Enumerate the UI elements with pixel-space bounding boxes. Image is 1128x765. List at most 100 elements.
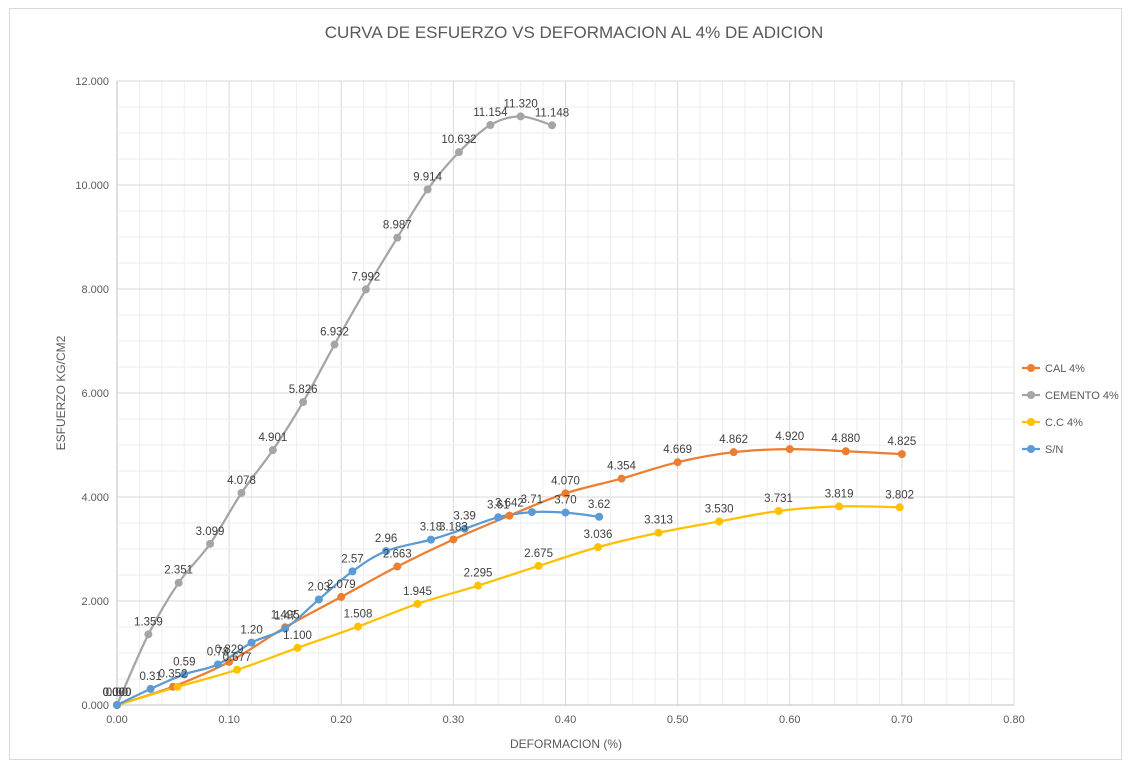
data-point-cemento-4 [206, 540, 214, 548]
data-point-c-c-4 [354, 623, 362, 631]
data-label-cemento-4: 4.078 [227, 475, 256, 487]
data-label-c-c-4: 3.313 [644, 515, 673, 527]
legend-marker [1027, 445, 1035, 453]
data-label-cal-4: 4.669 [663, 444, 692, 456]
x-tick-label: 0.70 [891, 714, 912, 726]
data-label-cemento-4: 3.099 [196, 526, 225, 538]
data-label-cemento-4: 4.901 [258, 432, 287, 444]
data-labels: 0.000 0.352 0.829 1.495 2.079 2.663 3.183 3.642… [103, 98, 917, 699]
data-label-cemento-4: 1.359 [134, 616, 163, 628]
y-tick-label: 10.000 [75, 180, 109, 192]
data-point-c-c-4 [775, 507, 783, 515]
legend-marker [1027, 418, 1035, 426]
data-label-s-n: 2.57 [341, 553, 363, 565]
data-point-cemento-4 [517, 112, 525, 120]
data-point-s-n [595, 513, 603, 521]
data-label-c-c-4: 1.945 [403, 586, 432, 598]
y-tick-label: 2.000 [81, 596, 109, 608]
data-label-c-c-4: 2.675 [524, 548, 553, 560]
data-point-cal-4 [730, 448, 738, 456]
data-label-s-n: 0.00 [106, 687, 128, 699]
data-label-cemento-4: 7.992 [352, 271, 381, 283]
data-label-cemento-4: 8.987 [383, 220, 412, 232]
data-label-s-n: 3.62 [588, 499, 610, 511]
data-point-cemento-4 [548, 121, 556, 129]
data-label-c-c-4: 3.530 [705, 503, 734, 515]
series-points [113, 112, 906, 709]
data-point-cal-4 [898, 450, 906, 458]
data-point-s-n [494, 513, 502, 521]
data-label-s-n: 3.71 [521, 494, 543, 506]
x-tick-label: 0.30 [443, 714, 464, 726]
data-point-cemento-4 [331, 341, 339, 349]
data-label-cal-4: 4.920 [775, 431, 804, 443]
data-point-s-n [528, 508, 536, 516]
y-tick-label: 6.000 [81, 388, 109, 400]
data-point-c-c-4 [835, 502, 843, 510]
data-point-cemento-4 [424, 185, 432, 193]
y-axis-label: ESFUERZO KG/CM2 [54, 335, 68, 450]
legend-marker [1027, 391, 1035, 399]
data-point-c-c-4 [655, 529, 663, 537]
data-point-c-c-4 [896, 503, 904, 511]
data-label-cemento-4: 10.632 [441, 134, 476, 146]
data-point-cal-4 [449, 535, 457, 543]
legend-marker [1027, 364, 1035, 372]
data-point-c-c-4 [413, 600, 421, 608]
chart-title: CURVA DE ESFUERZO VS DEFORMACION AL 4% D… [325, 23, 823, 42]
data-label-s-n: 0.59 [173, 656, 195, 668]
series-line-cemento-4 [117, 116, 552, 705]
data-label-cemento-4: 9.914 [413, 171, 442, 183]
data-point-cemento-4 [144, 630, 152, 638]
data-point-cal-4 [842, 447, 850, 455]
data-label-c-c-4: 1.508 [344, 609, 373, 621]
data-point-cal-4 [786, 445, 794, 453]
x-tick-label: 0.80 [1003, 714, 1024, 726]
data-label-s-n: 0.78 [207, 646, 229, 658]
data-point-c-c-4 [594, 543, 602, 551]
data-label-s-n: 0.31 [139, 671, 161, 683]
data-label-cemento-4: 5.826 [289, 384, 318, 396]
data-label-s-n: 2.96 [375, 533, 397, 545]
data-label-cal-4: 4.354 [607, 461, 636, 473]
data-point-c-c-4 [174, 683, 182, 691]
data-label-c-c-4: 3.036 [584, 529, 613, 541]
data-label-cal-4: 4.825 [887, 436, 916, 448]
series-lines [117, 116, 902, 705]
data-point-s-n [147, 685, 155, 693]
x-tick-label: 0.10 [218, 714, 239, 726]
data-label-cemento-4: 11.320 [503, 98, 537, 110]
legend-label: CEMENTO 4% [1045, 390, 1119, 402]
x-tick-label: 0.40 [555, 714, 576, 726]
data-point-cal-4 [618, 475, 626, 483]
data-point-s-n [348, 567, 356, 575]
data-label-cemento-4: 11.148 [535, 107, 569, 119]
data-point-cemento-4 [362, 285, 370, 293]
data-label-cemento-4: 2.351 [164, 565, 193, 577]
legend: CAL 4%CEMENTO 4%C.C 4%S/N [1022, 363, 1119, 456]
data-label-s-n: 3.39 [453, 511, 475, 523]
data-label-s-n: 3.70 [554, 495, 576, 507]
data-point-cal-4 [337, 593, 345, 601]
data-point-cal-4 [674, 458, 682, 466]
data-point-s-n [562, 509, 570, 517]
data-label-cal-4: 0.352 [159, 669, 188, 681]
data-label-cal-4: 2.079 [327, 579, 356, 591]
data-point-cemento-4 [299, 398, 307, 406]
data-point-c-c-4 [294, 644, 302, 652]
data-label-cal-4: 4.862 [719, 434, 748, 446]
y-tick-label: 4.000 [81, 492, 109, 504]
data-point-cal-4 [505, 512, 513, 520]
data-point-cemento-4 [393, 234, 401, 242]
data-point-cemento-4 [175, 579, 183, 587]
data-label-c-c-4: 3.802 [885, 489, 914, 501]
legend-label: S/N [1045, 444, 1063, 456]
data-point-s-n [248, 639, 256, 647]
data-label-c-c-4: 3.819 [825, 488, 854, 500]
data-label-s-n: 1.47 [274, 611, 296, 623]
data-point-cemento-4 [455, 148, 463, 156]
legend-label: C.C 4% [1045, 417, 1083, 429]
data-label-cal-4: 4.880 [831, 433, 860, 445]
x-axis-label: DEFORMACION (%) [510, 737, 622, 751]
